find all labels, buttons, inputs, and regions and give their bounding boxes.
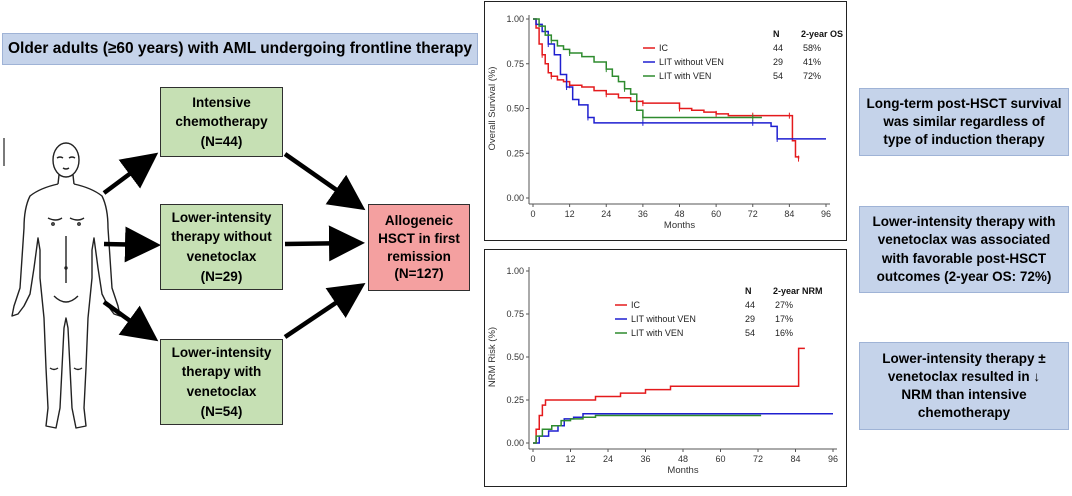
y-tick-label: 0.50	[506, 352, 524, 362]
y-tick-label: 0.75	[506, 309, 524, 319]
legend-series-n: 54	[773, 71, 783, 81]
legend-series-n: 29	[773, 57, 783, 67]
series-line-2	[533, 414, 762, 444]
x-tick-label: 48	[678, 454, 688, 464]
nrm-chart-panel: 0.00 0.25 0.50 0.75 1.00 0 12 24 36 48 60 72 84 96 Mon…	[484, 249, 847, 487]
legend-series-stat: 58%	[803, 43, 821, 53]
legend-series-stat: 17%	[775, 314, 793, 324]
x-tick-label: 96	[828, 454, 838, 464]
series-line-1	[533, 413, 833, 444]
legend-header-stat: 2-year OS	[801, 29, 843, 39]
x-tick-label: 72	[748, 209, 758, 219]
x-tick-label: 12	[565, 209, 575, 219]
legend-series-n: 44	[745, 300, 755, 310]
legend-series-stat: 72%	[803, 71, 821, 81]
x-axis-label: Months	[664, 220, 695, 231]
legend-series-name: IC	[659, 43, 669, 53]
legend-series-n: 29	[745, 314, 755, 324]
legend-series-stat: 16%	[775, 328, 793, 338]
arrow-lit-without-to-hsct	[284, 225, 365, 262]
y-tick-label: 0.25	[506, 148, 524, 158]
nrm-risk-chart: 0.00 0.25 0.50 0.75 1.00 0 12 24 36 48 60 72 84 96 Mon…	[487, 266, 838, 476]
legend-series-name: LIT with VEN	[631, 328, 683, 338]
os-chart-panel: 0.00 0.25 0.50 0.75 1.00 0 12 24 36 48 60 72 84 96 Mon…	[484, 1, 847, 241]
y-tick-label: 0.25	[506, 395, 524, 405]
box-allogeneic-hsct: Allogeneic HSCT in first remission (N=12…	[368, 204, 470, 291]
legend-series-name: LIT with VEN	[659, 71, 711, 81]
flow-arrows	[102, 152, 366, 342]
legend-series-name: LIT without VEN	[631, 314, 696, 324]
legend-header-n: N	[773, 29, 780, 39]
box-lit-with-venetoclax: Lower-intensity therapy with venetoclax …	[160, 339, 283, 425]
x-tick-label: 0	[530, 209, 535, 219]
legend-header-n: N	[745, 286, 752, 296]
series-line-1	[533, 18, 826, 140]
box-intensive-chemotherapy: Intensive chemotherapy (N=44)	[160, 87, 283, 157]
x-tick-label: 84	[784, 209, 794, 219]
arrow-to-lit-with	[102, 300, 159, 342]
overall-survival-chart: 0.00 0.25 0.50 0.75 1.00 0 12 24 36 48 60 72 84 96 Mon…	[487, 14, 843, 231]
legend-series-stat: 27%	[775, 300, 793, 310]
x-tick-label: 72	[753, 454, 763, 464]
y-tick-label: 1.00	[506, 14, 524, 24]
arrow-to-ic	[102, 152, 159, 195]
series-line-0	[533, 347, 805, 444]
x-tick-label: 48	[674, 209, 684, 219]
x-tick-label: 60	[711, 209, 721, 219]
x-tick-label: 36	[640, 454, 650, 464]
x-tick-label: 24	[603, 454, 613, 464]
x-tick-label: 24	[601, 209, 611, 219]
arrow-ic-to-hsct	[283, 152, 366, 211]
x-tick-label: 12	[565, 454, 575, 464]
study-population-title: Older adults (≥60 years) with AML underg…	[2, 33, 478, 65]
arrow-lit-with-to-hsct	[283, 282, 366, 339]
x-axis-label: Months	[667, 465, 698, 476]
x-tick-label: 36	[638, 209, 648, 219]
y-tick-label: 0.50	[506, 104, 524, 114]
y-tick-label: 0.75	[506, 59, 524, 69]
arrow-to-lit-without	[103, 226, 161, 263]
y-axis-label: NRM Risk (%)	[487, 327, 498, 387]
x-tick-label: 0	[530, 454, 535, 464]
conclusion-lower-nrm: Lower-intensity therapy ± venetoclax res…	[859, 342, 1069, 430]
legend-series-n: 44	[773, 43, 783, 53]
series-line-0	[533, 18, 800, 159]
legend-series-name: IC	[631, 300, 641, 310]
legend-header-stat: 2-year NRM	[773, 286, 823, 296]
x-tick-label: 60	[715, 454, 725, 464]
human-body-icon	[3, 138, 121, 429]
y-tick-label: 0.00	[506, 438, 524, 448]
legend-series-n: 54	[745, 328, 755, 338]
y-axis-label: Overall Survival (%)	[487, 67, 498, 151]
conclusion-venetoclax-favorable: Lower-intensity therapy with venetoclax …	[859, 206, 1069, 293]
box-lit-without-venetoclax: Lower-intensity therapy without venetocl…	[160, 204, 283, 290]
conclusion-long-term-survival: Long-term post-HSCT survival was similar…	[859, 88, 1069, 156]
y-tick-label: 1.00	[506, 266, 524, 276]
legend-series-name: LIT without VEN	[659, 57, 724, 67]
x-tick-label: 96	[821, 209, 831, 219]
x-tick-label: 84	[790, 454, 800, 464]
y-tick-label: 0.00	[506, 193, 524, 203]
legend-series-stat: 41%	[803, 57, 821, 67]
